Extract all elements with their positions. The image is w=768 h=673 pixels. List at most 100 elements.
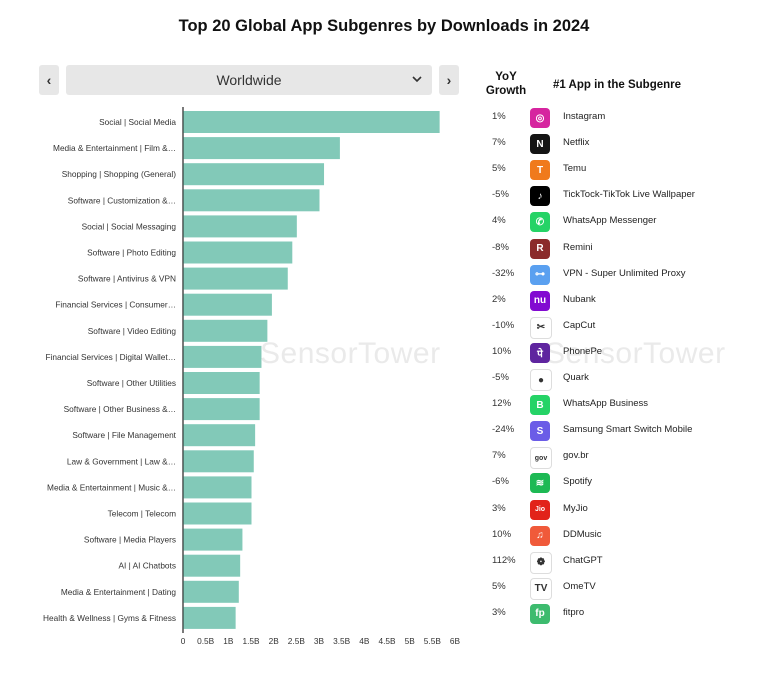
bar[interactable] <box>183 554 241 577</box>
table-row[interactable]: 7% N Netflix <box>470 134 760 155</box>
category-label: Media & Entertainment | Film &… <box>53 143 176 153</box>
chatgpt-icon: ❁ <box>530 551 552 574</box>
yoy-growth-value: -10% <box>492 319 515 331</box>
phonepe-icon: पे <box>530 342 550 363</box>
nubank-icon: nu <box>530 290 550 311</box>
table-row[interactable]: -6% ≋ Spotify <box>470 473 760 494</box>
app-name: Netflix <box>563 137 590 149</box>
table-row[interactable]: 112% ❁ ChatGPT <box>470 551 760 574</box>
previous-region-button[interactable]: ‹ <box>39 65 59 95</box>
yoy-growth-value: -5% <box>492 189 509 201</box>
yoy-growth-value: 12% <box>492 398 512 410</box>
table-row[interactable]: 3% Jio MyJio <box>470 499 760 520</box>
category-label: Financial Services | Consumer… <box>55 300 176 310</box>
yoy-growth-value: 7% <box>492 137 506 149</box>
app-name: Temu <box>563 163 587 175</box>
app-name: DDMusic <box>563 528 602 540</box>
category-label: Shopping | Shopping (General) <box>62 169 176 179</box>
category-label: Law & Government | Law &… <box>67 456 176 466</box>
x-tick-label: 1B <box>223 636 234 646</box>
app-name: Remini <box>563 241 593 253</box>
bar[interactable] <box>183 606 236 629</box>
table-row[interactable]: 12% B WhatsApp Business <box>470 395 760 416</box>
x-tick-label: 4.5B <box>378 636 396 646</box>
yoy-growth-header: YoY Growth <box>485 71 527 97</box>
chevron-left-icon: ‹ <box>46 72 52 88</box>
app-name: Spotify <box>563 476 593 488</box>
bar[interactable] <box>183 424 256 447</box>
table-row[interactable]: -5% ● Quark <box>470 369 760 391</box>
app-name: Instagram <box>563 111 606 122</box>
category-label: Media & Entertainment | Dating <box>61 587 177 597</box>
region-select-value: Worldwide <box>216 72 282 88</box>
bar[interactable] <box>183 241 293 264</box>
app-name: gov.br <box>563 450 589 462</box>
table-row[interactable]: 2% nu Nubank <box>470 290 760 311</box>
app-name: Samsung Smart Switch Mobile <box>563 424 693 436</box>
bar[interactable] <box>183 372 260 394</box>
bar[interactable] <box>183 580 239 603</box>
bar[interactable] <box>183 528 243 551</box>
table-row[interactable]: -5% ♪ TickTock-TikTok Live Wallpaper <box>470 186 760 207</box>
bar[interactable] <box>183 476 252 499</box>
bar[interactable] <box>183 111 440 133</box>
app-name: WhatsApp Business <box>563 398 649 410</box>
bar[interactable] <box>183 502 252 525</box>
yoy-growth-value: 3% <box>492 606 506 618</box>
app-name: TickTock-TikTok Live Wallpaper <box>563 189 695 201</box>
table-row[interactable]: 7% gov gov.br <box>470 447 760 470</box>
x-tick-label: 0.5B <box>197 636 215 646</box>
x-tick-label: 4B <box>359 636 370 646</box>
category-label: Software | Video Editing <box>88 326 177 336</box>
x-tick-label: 0 <box>181 636 186 646</box>
app-name: WhatsApp Messenger <box>563 215 657 227</box>
govbr-icon: gov <box>530 447 552 470</box>
yoy-growth-value: 10% <box>492 345 512 357</box>
table-row[interactable]: 5% T Temu <box>470 160 760 181</box>
whatsapp-business-icon: B <box>530 395 550 416</box>
temu-icon: T <box>530 160 550 181</box>
bar[interactable] <box>183 163 325 186</box>
app-name: MyJio <box>563 502 588 514</box>
bar[interactable] <box>183 137 340 160</box>
yoy-growth-value: -8% <box>492 241 509 253</box>
instagram-icon: ◎ <box>530 108 550 128</box>
bar[interactable] <box>183 319 268 342</box>
yoy-growth-value: 3% <box>492 502 506 514</box>
table-row[interactable]: 10% पे PhonePe <box>470 342 760 363</box>
table-row[interactable]: -24% S Samsung Smart Switch Mobile <box>470 421 760 442</box>
top-app-header: #1 App in the Subgenre <box>553 79 682 91</box>
table-row[interactable]: 10% ♫ DDMusic <box>470 525 760 546</box>
region-select[interactable]: Worldwide <box>66 65 432 95</box>
bar[interactable] <box>183 293 272 316</box>
watermark-right: SensorTower <box>545 337 726 370</box>
bar[interactable] <box>183 215 297 238</box>
ometv-icon: TV <box>530 577 552 600</box>
chevron-down-icon <box>412 76 422 83</box>
app-name: PhonePe <box>563 345 603 357</box>
bar[interactable] <box>183 345 262 368</box>
table-row[interactable]: -32% ⊶ VPN - Super Unlimited Proxy <box>470 264 760 285</box>
bar[interactable] <box>183 398 260 421</box>
yoy-growth-value: 2% <box>492 293 506 305</box>
bar[interactable] <box>183 267 288 290</box>
vpn-key-icon: ⊶ <box>530 264 550 285</box>
watermark-left: SensorTower <box>260 337 441 370</box>
myjio-icon: Jio <box>530 499 550 520</box>
category-label: AI | AI Chatbots <box>119 561 177 571</box>
category-label: Software | Media Players <box>84 535 176 545</box>
category-label: Financial Services | Digital Wallet… <box>46 352 177 362</box>
x-tick-label: 1.5B <box>242 636 260 646</box>
table-row[interactable]: 3% fp fitpro <box>470 603 760 624</box>
table-row[interactable]: -8% R Remini <box>470 238 760 259</box>
table-row[interactable]: 1% ◎ Instagram <box>470 108 760 128</box>
x-tick-label: 3.5B <box>333 636 351 646</box>
table-row[interactable]: 5% TV OmeTV <box>470 577 760 600</box>
table-row[interactable]: 4% ✆ WhatsApp Messenger <box>470 212 760 233</box>
table-row[interactable]: -10% ✂ CapCut <box>470 316 760 339</box>
next-region-button[interactable]: › <box>439 65 459 95</box>
category-label: Software | File Management <box>72 430 176 440</box>
x-tick-label: 6B <box>450 636 461 646</box>
bar[interactable] <box>183 189 320 212</box>
bar[interactable] <box>183 450 254 473</box>
